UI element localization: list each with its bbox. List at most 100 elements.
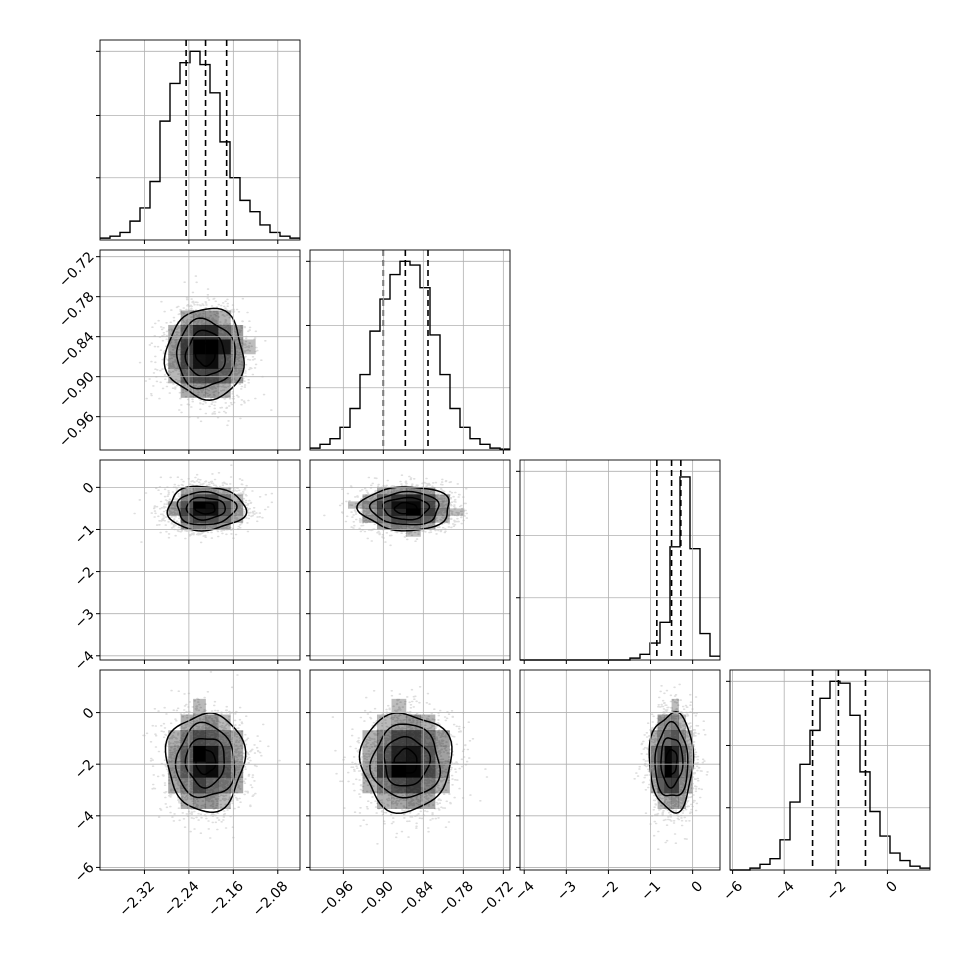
scatter-panel-2-1-density-cell (205, 310, 219, 326)
scatter-panel-4-2-contour-2 (383, 735, 432, 787)
scatter-panel-3-1-density-cell (218, 487, 231, 495)
x-tick-label-2-2: −0.90 (355, 878, 397, 920)
scatter-panel-4-3-density-cell (678, 730, 686, 747)
scatter-panel-3-2-density-cell (362, 508, 378, 516)
scatter-panel-4-2-density-cell (391, 714, 407, 731)
scatter-panel-4-3 (633, 683, 709, 850)
panel-frame-4-1 (99, 669, 301, 871)
panel-frame-4-3 (519, 669, 721, 871)
scatter-panel-2-1-contour-1 (194, 342, 216, 367)
scatter-panel-2-1-density-cell (242, 339, 256, 355)
scatter-panel-2-1-density-cell (180, 368, 194, 384)
y-tick-label-3-3: −2 (72, 564, 98, 590)
scatter-panel-3-2-density-cell (362, 494, 378, 502)
scatter-panel-3-1-density-cell (193, 487, 206, 495)
y-tick-label-2-3: −0.84 (56, 329, 98, 371)
scatter-panel-3-2-density-cell (376, 522, 392, 530)
scatter-panel-4-3-contour-1 (665, 748, 678, 776)
scatter-panel-4-3-density-cell (671, 698, 679, 715)
scatter-panel-3-2-density-cell (435, 494, 450, 502)
scatter-panel-3-2-density-cell (391, 522, 407, 530)
y-tick-label-2-2: −0.90 (56, 369, 98, 411)
scatter-panel-4-3-density-cell (685, 745, 693, 762)
scatter-panel-2-1-density-cell (205, 383, 219, 398)
scatter-panel-3-2-density-cell (435, 501, 450, 509)
panel-frame-2-2 (309, 249, 511, 451)
scatter-panel-4-1-contour-2 (184, 737, 225, 789)
scatter-panel-4-3-density-cell (657, 792, 665, 809)
scatter-panel-3-2-density-cell (376, 494, 392, 502)
scatter-panel-4-1-contour-4 (164, 712, 247, 813)
x-tick-label-4-3: −2 (824, 878, 850, 904)
scatter-panel-3-1-density-cell (180, 515, 194, 523)
scatter-panel-2-1-density-cell (180, 324, 194, 340)
scatter-panel-3-2-density-cell (406, 487, 421, 495)
scatter-panel-4-3-density-cell (664, 792, 672, 809)
x-tick-label-2-1: −0.96 (315, 878, 357, 920)
scatter-panel-3-1-density-cell (205, 487, 219, 495)
scatter-panel-4-2-density-cell (435, 730, 450, 747)
scatter-panel-3-2-contour-1 (393, 501, 418, 515)
scatter-panel-4-1 (142, 671, 281, 839)
y-tick-label-3-2: −3 (72, 606, 98, 632)
scatter-panel-4-3-density-cell (650, 777, 658, 794)
scatter-panel-4-1-density-cell (218, 761, 231, 778)
scatter-panel-2-1-density-cell (218, 383, 231, 398)
scatter-panel-4-3-density-cell (685, 730, 693, 747)
scatter-panel-3-1-density-cell (180, 494, 194, 502)
x-tick-label-3-1: −4 (512, 878, 538, 904)
scatter-panel-3-1-density-cell (205, 515, 219, 523)
scatter-panel-3-2-density-cell (406, 529, 421, 537)
scatter-panel-4-3-density-cell (657, 777, 665, 794)
x-tick-label-1-1: −2.32 (116, 878, 158, 920)
scatter-panel-4-2-density-cell (362, 730, 378, 747)
scatter-panel-3-1-density-cell (230, 515, 244, 523)
x-tick-label-3-4: −1 (638, 878, 664, 904)
scatter-panel-2-1-contour-2 (184, 329, 226, 378)
plot-layer: −0.96−0.90−0.84−0.78−0.72−4−3−2−10−2.32−… (56, 39, 931, 920)
scatter-panel-4-1-density-cell (218, 714, 231, 731)
scatter-panel-2-1-density-cell (218, 368, 231, 384)
x-tick-label-3-3: −2 (596, 878, 622, 904)
scatter-panel-3-1-density-cell (230, 508, 244, 516)
scatter-panel-3-2-density-cell (435, 515, 450, 523)
scatter-panel-3-1-density-cell (205, 494, 219, 502)
y-tick-label-2-4: −0.78 (56, 289, 98, 331)
scatter-panel-4-1-density-cell (180, 777, 194, 794)
scatter-panel-4-2-contour-1 (393, 747, 418, 774)
scatter-panel-4-3-density-cell (678, 777, 686, 794)
scatter-panel-3-1-density-cell (230, 494, 244, 502)
scatter-panel-3-1-density-cell (205, 522, 219, 530)
scatter-panel-4-3-density-cell (671, 714, 679, 731)
scatter-panel-4-1-density-cell (180, 792, 194, 809)
scatter-panel-3-2 (323, 474, 469, 547)
panel-frame-3-1 (99, 459, 301, 661)
scatter-panel-4-1-density-cell (168, 730, 181, 747)
scatter-panel-3-1-density-cell (180, 487, 194, 495)
scatter-panel-4-3-density-cell (671, 745, 679, 762)
scatter-panel-2-1-contour-4 (163, 307, 245, 401)
x-tick-label-2-4: −0.78 (435, 878, 477, 920)
panel-frame-4-2 (309, 669, 511, 871)
scatter-panel-4-1-density-cell (180, 714, 194, 731)
scatter-panel-3-1-density-cell (205, 501, 219, 509)
histogram-step-line-4 (730, 680, 930, 871)
x-tick-label-4-2: −4 (772, 878, 798, 904)
scatter-panel-4-3-density-cell (671, 792, 679, 809)
scatter-panel-3-1-density-cell (168, 508, 181, 516)
histogram-step-line-2 (310, 260, 510, 450)
scatter-panel-3-1-density-cell (218, 515, 231, 523)
histogram-panel-1 (96, 40, 300, 240)
y-tick-label-4-1: −6 (72, 860, 98, 886)
scatter-panel-3-1-contour-4 (166, 485, 248, 532)
x-tick-label-1-2: −2.24 (161, 878, 203, 920)
scatter-panel-4-3-density-cell (650, 730, 658, 747)
scatter-panel-3-2-contour-4 (356, 486, 450, 532)
y-tick-label-4-3: −2 (72, 757, 98, 783)
x-tick-label-1-3: −2.16 (205, 878, 247, 920)
scatter-panel-3-1-contour-3 (176, 490, 238, 526)
scatter-panel-4-1-density-cell (193, 698, 206, 715)
scatter-panel-4-1-density-cell (205, 792, 219, 809)
scatter-panel-4-2-density-cell (420, 745, 436, 762)
scatter-panel-3-1-density-cell (180, 522, 194, 530)
